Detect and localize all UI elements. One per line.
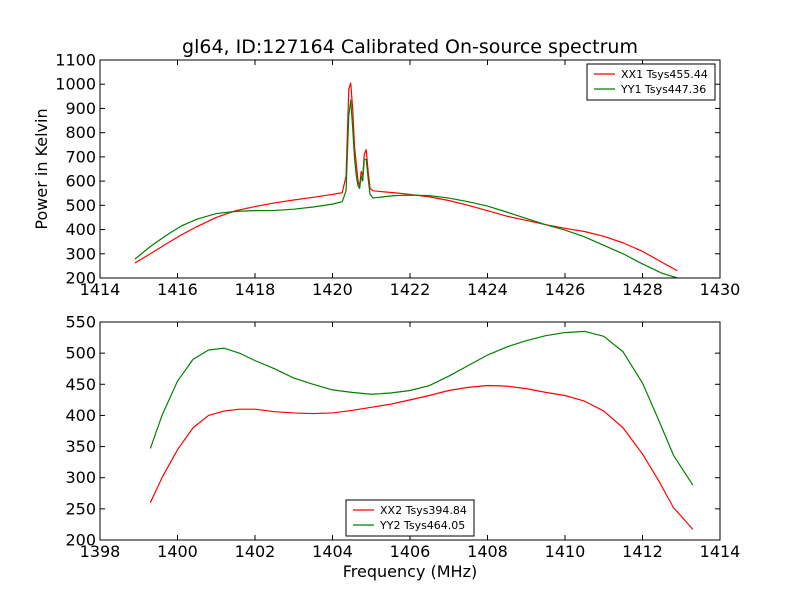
top-series-line-2 [134,99,678,278]
bottom-y-tick-label: 250 [65,499,96,518]
bottom-y-tick-label: 450 [65,375,96,394]
bottom-x-axis-label: Frequency (MHz) [343,562,477,581]
bottom-series-line-2 [149,330,694,486]
top-y-tick-label: 500 [65,196,96,215]
chart-title: gl64, ID:127164 Calibrated On-source spe… [182,36,638,58]
top-legend: XX1 Tsys455.44 YY1 Tsys447.36 [586,63,716,101]
bottom-legend-box [345,499,475,537]
bottom-y-tick-label: 300 [65,468,96,487]
bottom-y-tick-label: 400 [65,406,96,425]
top-x-tick-label: 1428 [622,280,663,299]
top-x-tick-label: 1430 [700,280,741,299]
bottom-x-tick-label: 1398 [80,542,121,561]
bottom-plot: 1398 1400 1402 1404 1406 1408 1410 1412 1414 200 2… [65,313,740,562]
bottom-y-tick-label: 550 [65,313,96,332]
top-y-tick-label: 400 [65,220,96,239]
top-x-tick-label: 1426 [545,280,586,299]
top-x-tick-label: 1424 [467,280,508,299]
top-y-axis-label: Power in Kelvin [32,108,51,229]
bottom-legend-label-2: YY2 Tsys464.05 [379,519,465,532]
top-legend-label-1: XX1 Tsys455.44 [621,68,708,81]
bottom-legend-label-1: XX2 Tsys394.84 [380,504,467,517]
top-y-tick-label: 600 [65,172,96,191]
top-x-tick-label: 1422 [390,280,431,299]
bottom-x-tick-label: 1412 [622,542,663,561]
bottom-legend: XX2 Tsys394.84 YY2 Tsys464.05 [345,499,475,537]
top-plot: 1414 1416 1418 1420 1422 1424 1426 1428 1430 200 3… [55,51,740,300]
bottom-x-tick-label: 1408 [467,542,508,561]
top-x-tick-label: 1416 [157,280,198,299]
bottom-x-tick-label: 1414 [700,542,741,561]
top-y-tick-label: 1100 [55,51,96,70]
bottom-x-tick-label: 1404 [312,542,353,561]
bottom-x-tick-label: 1400 [157,542,198,561]
top-x-tick-label: 1420 [312,280,353,299]
top-legend-label-2: YY1 Tsys447.36 [620,83,706,96]
top-y-tick-label: 900 [65,99,96,118]
top-y-tick-label: 700 [65,147,96,166]
top-y-tick-label: 800 [65,123,96,142]
top-y-tick-label: 1000 [55,75,96,94]
bottom-x-tick-label: 1410 [545,542,586,561]
top-legend-box [586,63,716,101]
bottom-y-tick-label: 350 [65,437,96,456]
bottom-y-tick-label: 200 [65,531,96,550]
top-x-tick-label: 1418 [235,280,276,299]
bottom-x-tick-label: 1402 [235,542,276,561]
top-y-tick-label: 200 [65,269,96,288]
top-x-tick-label: 1414 [80,280,121,299]
bottom-y-tick-label: 500 [65,344,96,363]
bottom-x-tick-label: 1406 [390,542,431,561]
top-y-tick-label: 300 [65,244,96,263]
bottom-series-line-1 [149,384,694,530]
